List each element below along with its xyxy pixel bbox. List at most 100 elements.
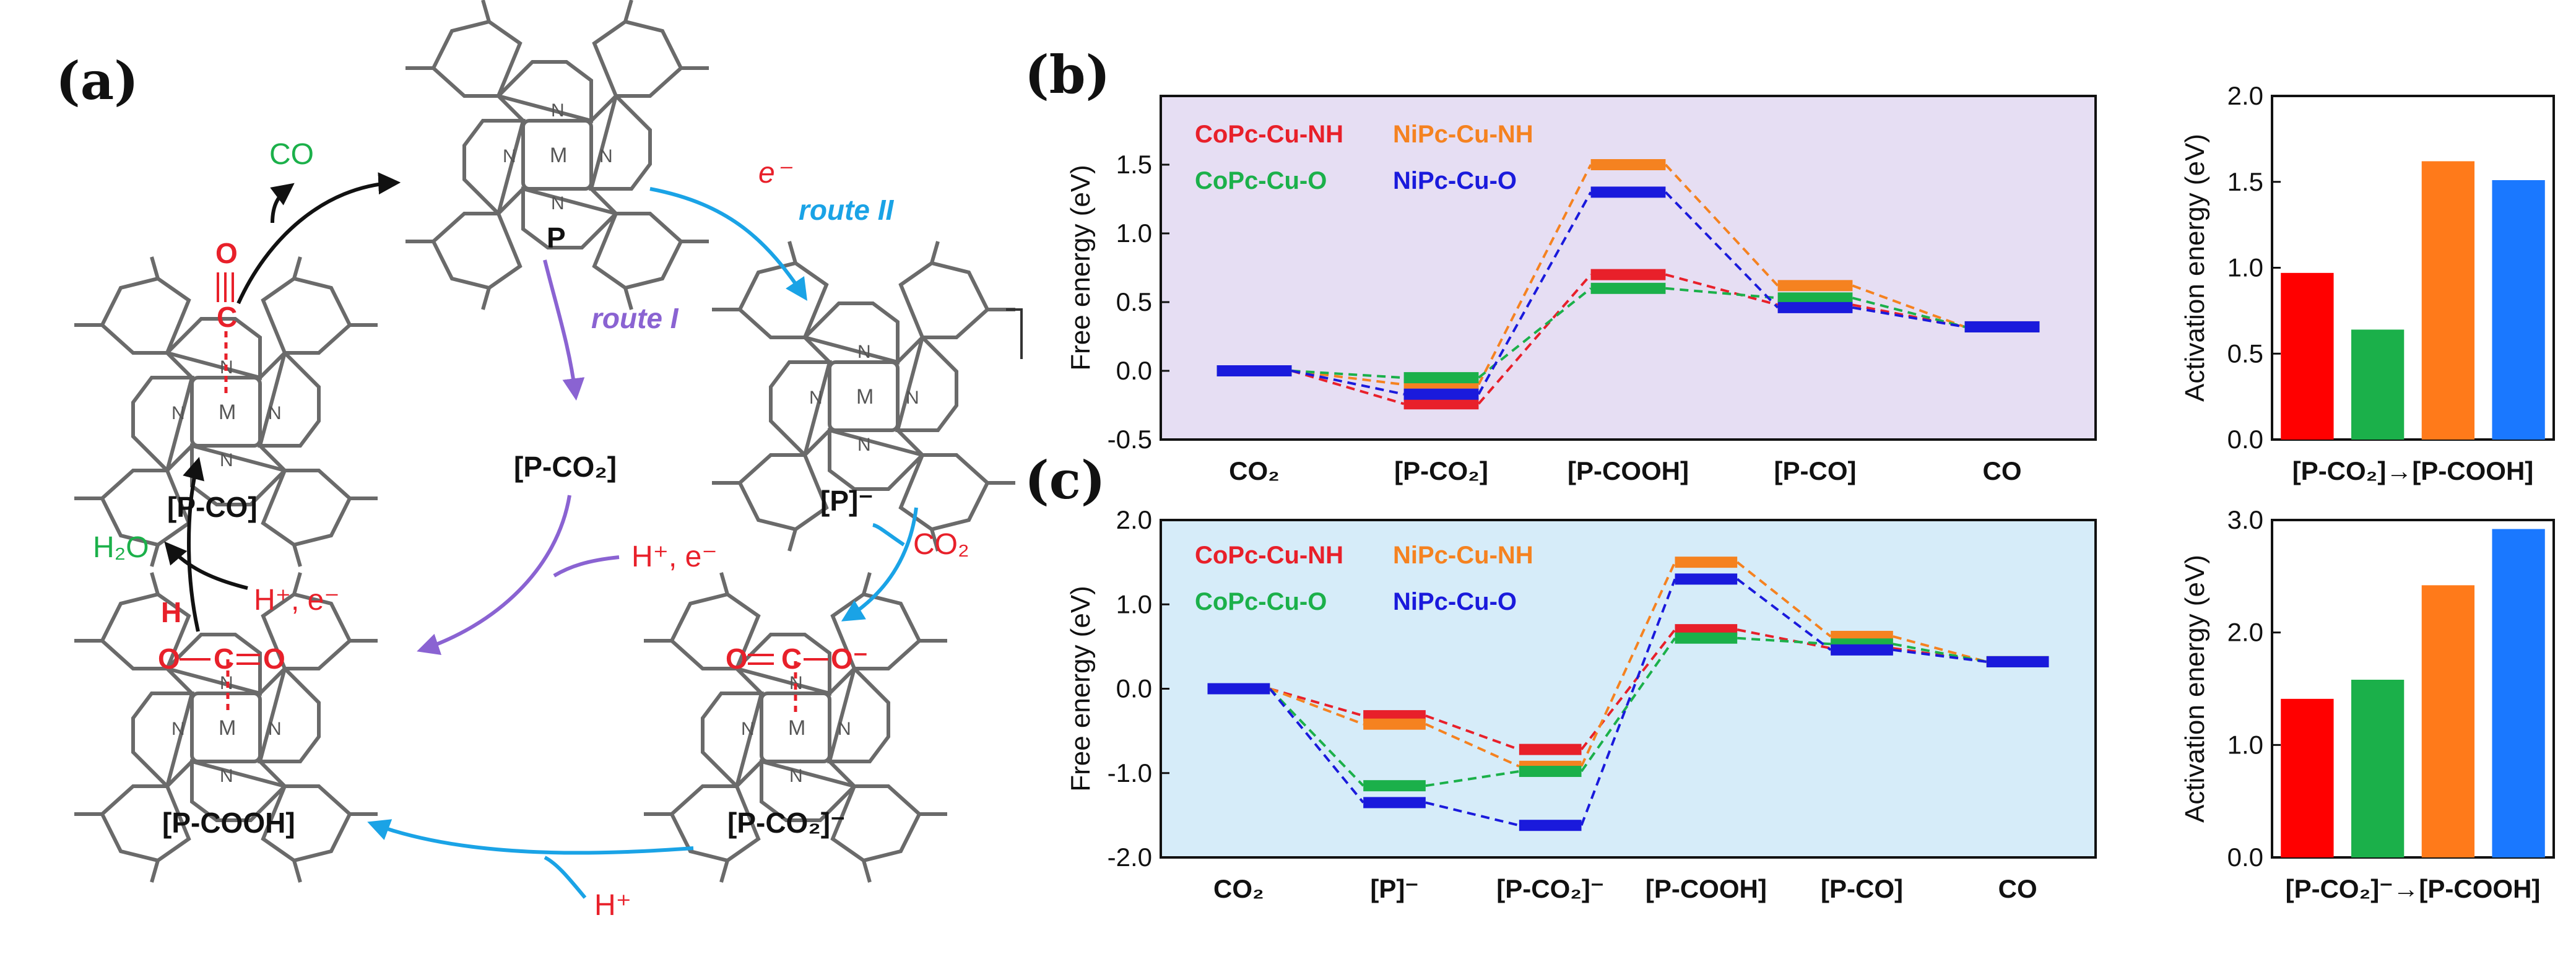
arrow-co-release [270, 183, 295, 223]
energy-level [1675, 557, 1738, 568]
series-connector [1736, 561, 1832, 638]
y-tick-label: 0.0 [1116, 674, 1152, 703]
arrow-pcooh-to-pco [183, 457, 204, 632]
cooh-o-atom: O [158, 643, 180, 675]
legend-entry: NiPc-Cu-NH [1393, 542, 1533, 569]
x-category-label: CO [1998, 874, 2037, 903]
series-connector [1893, 648, 1987, 663]
series-connector [1425, 722, 1520, 768]
species-p-co: [P-CO] [167, 491, 258, 523]
atom-n: N [220, 450, 233, 470]
x-category-label: CO₂ [1213, 874, 1264, 903]
series-connector [1269, 687, 1364, 726]
series-connector [1425, 714, 1520, 751]
y-tick-label: 0.0 [2227, 843, 2263, 872]
legend-entry: CoPc-Cu-NH [1195, 121, 1343, 148]
series-connector [1478, 287, 1592, 379]
y-tick-label: 2.0 [1116, 505, 1152, 534]
legend-entry: CoPc-Cu-O [1195, 167, 1327, 194]
y-tick-label: 1.0 [2227, 253, 2263, 282]
series-connector [1477, 191, 1592, 395]
x-category-label: [P-COOH] [1646, 874, 1767, 903]
chart-b-free-energy: -0.5 0.0 0.5 1.0 1.5 Free energy (eV) CO₂ [P-CO… [1065, 95, 2097, 485]
x-category-label: [P-COOH] [1568, 456, 1689, 485]
panel-label-b: (b) [1025, 44, 1110, 105]
bar-nipc-cu-nh [2421, 585, 2475, 857]
series-connector [1893, 635, 1987, 663]
energy-level [1363, 797, 1426, 809]
energy-level [1675, 632, 1738, 644]
series-connector [1737, 636, 1831, 646]
atom-n: N [551, 100, 565, 121]
chart-b-activation: 0.0 0.5 1.0 1.5 2.0 Activation energy (eV) [P-… [2180, 81, 2555, 485]
cooh-h-atom: H [161, 596, 181, 628]
x-category-label: [P-CO₂] [1394, 456, 1488, 485]
atom-n: N [857, 435, 871, 455]
arrow-h-e-join [553, 555, 620, 578]
series-connector [1268, 688, 1364, 804]
y-tick-label: 0.5 [1116, 287, 1152, 316]
arrow-h-join [544, 856, 587, 899]
energy-level [1777, 280, 1853, 292]
species-p-co2-minus: [P-CO₂]⁻ [727, 807, 845, 839]
panel-a-scheme: (a) N N N N M P N N N N M O C [P-CO] [56, 0, 1023, 922]
cooh-o2-atom: O [263, 643, 285, 675]
y-axis-title: Activation energy (eV) [2180, 555, 2210, 823]
legend-entry: NiPc-Cu-O [1393, 167, 1517, 194]
series-connector [1852, 284, 1966, 328]
bar-nipc-cu-o [2492, 180, 2545, 440]
energy-level [1590, 186, 1666, 198]
y-tick-label: 1.5 [1116, 150, 1152, 179]
atom-n: N [599, 146, 613, 167]
label-co2: CO₂ [913, 528, 969, 561]
energy-level [1519, 766, 1582, 778]
series-connector [1852, 303, 1965, 328]
co-c-atom: C [217, 301, 237, 333]
series-connector [1268, 688, 1364, 787]
y-axis-title: Activation energy (eV) [2180, 134, 2210, 402]
series-connector [1477, 274, 1592, 405]
bracket [1006, 308, 1023, 359]
label-h-e-right: H⁺, e⁻ [631, 540, 718, 573]
y-tick-label: 1.0 [1116, 219, 1152, 248]
arrow-route-ii [649, 187, 807, 301]
energy-level [1403, 372, 1479, 384]
label-route-ii: route II [799, 194, 895, 226]
atom-n: N [857, 342, 871, 362]
y-tick-label: 1.0 [1116, 589, 1152, 618]
series-connector [1664, 191, 1779, 309]
energy-level [1363, 718, 1426, 730]
energy-level [1964, 321, 2040, 332]
panel-label-c: (c) [1025, 449, 1106, 511]
arrow-route-i [543, 259, 585, 401]
molecule-p: N N N N M [405, 0, 709, 310]
energy-level [1363, 710, 1426, 722]
label-co: CO [269, 138, 314, 171]
arrow-h2o-release [164, 541, 248, 590]
energy-level [1519, 820, 1582, 831]
energy-level [1675, 624, 1738, 636]
chart-c-activation: 0.0 1.0 2.0 3.0 Activation energy (eV) [P-CO₂… [2180, 505, 2555, 903]
y-axis-title: Free energy (eV) [1065, 586, 1096, 792]
series-connector [1737, 628, 1831, 650]
atom-m: M [788, 716, 805, 740]
atom-n: N [838, 719, 851, 739]
series-connector [1852, 306, 1965, 328]
energy-level [1590, 159, 1666, 170]
series-connector [1665, 273, 1779, 306]
species-p-minus: [P]⁻ [820, 485, 874, 517]
legend-entry: NiPc-Cu-NH [1393, 121, 1533, 148]
atom-m: M [550, 144, 567, 167]
energy-level [1590, 282, 1666, 294]
legend-entry: NiPc-Cu-O [1393, 588, 1517, 615]
energy-level [1831, 644, 1893, 656]
x-axis-title: [P-CO₂]→[P-COOH] [2292, 456, 2534, 485]
energy-level [1777, 292, 1853, 304]
bar-nipc-cu-o [2492, 529, 2545, 857]
series-connector [1425, 801, 1520, 827]
atom-n: N [171, 719, 185, 739]
y-tick-label: 2.0 [2227, 618, 2263, 647]
bar-copc-cu-o [2351, 329, 2405, 440]
energy-level [1403, 398, 1479, 410]
energy-level [1675, 573, 1738, 585]
